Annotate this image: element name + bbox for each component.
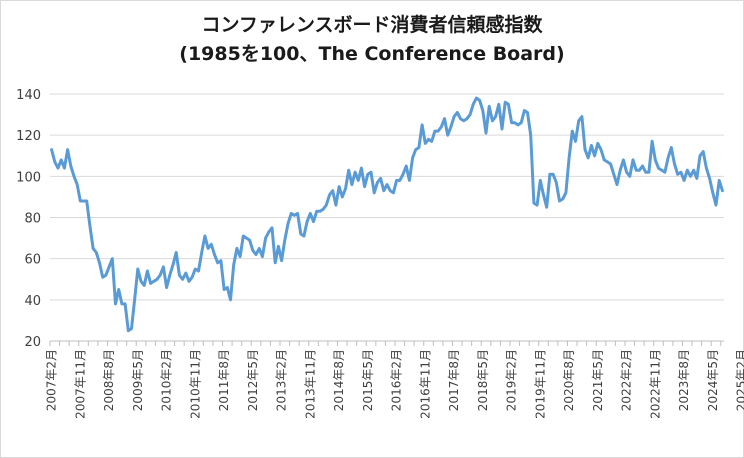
x-tick-label: 2025年2月	[735, 349, 744, 411]
y-axis-tick-labels: 20 40 60 80 100 120 140	[16, 88, 41, 350]
x-tick-label: 2010年11月	[188, 349, 202, 419]
x-tick-label: 2014年8月	[332, 349, 346, 411]
y-tick-label: 140	[16, 88, 41, 103]
x-tick-label: 2010年2月	[160, 349, 174, 411]
y-tick-label: 20	[24, 335, 41, 350]
x-tick-label: 2013年11月	[303, 349, 317, 419]
y-tick-label: 100	[16, 170, 41, 185]
x-tick-label: 2015年5月	[361, 349, 375, 411]
x-axis: 2007年2月 2007年11月 2008年8月 2009年5月 2010年2月 2010…	[45, 340, 744, 419]
x-tick-label: 2023年8月	[677, 349, 691, 411]
x-tick-label: 2013年2月	[275, 349, 289, 411]
x-tick-label: 2019年2月	[505, 349, 519, 411]
x-tick-label: 2016年2月	[390, 349, 404, 411]
x-tick-label: 2018年5月	[476, 349, 490, 411]
x-tick-label: 2022年11月	[648, 349, 662, 419]
x-tick-label: 2024年5月	[706, 349, 720, 411]
x-tick-label: 2007年11月	[73, 349, 87, 419]
x-tick-label: 2008年8月	[102, 349, 116, 411]
x-tick-label: 2016年11月	[418, 349, 432, 419]
y-tick-label: 60	[24, 253, 41, 268]
x-tick-label: 2019年11月	[533, 349, 547, 419]
x-tick-label: 2021年5月	[591, 349, 605, 411]
chart-title-block: コンファレンスボード消費者信頼感指数 (1985を100、The Confere…	[1, 11, 743, 69]
y-tick-label: 80	[24, 212, 41, 227]
x-tick-label: 2007年2月	[45, 349, 59, 411]
y-tick-label: 120	[16, 129, 41, 144]
chart-subtitle: (1985を100、The Conference Board)	[179, 43, 565, 65]
x-tick-label: 2012年5月	[246, 349, 260, 411]
x-tick-label: 2011年8月	[217, 349, 231, 411]
series-line	[50, 96, 724, 333]
x-tick-label: 2009年5月	[131, 349, 145, 411]
chart-title: コンファレンスボード消費者信頼感指数	[201, 14, 543, 36]
y-tick-label: 40	[24, 294, 41, 309]
x-tick-label: 2022年2月	[620, 349, 634, 411]
series	[50, 96, 724, 333]
x-tick-label: 2020年8月	[562, 349, 576, 411]
x-tick-label: 2017年8月	[447, 349, 461, 411]
gridlines	[50, 93, 724, 301]
